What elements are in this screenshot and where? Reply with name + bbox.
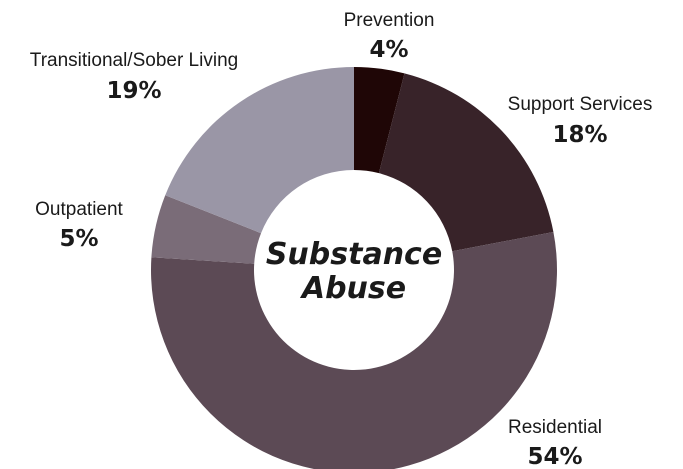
slice-label: Transitional/Sober Living xyxy=(30,50,238,71)
slice-label: Prevention xyxy=(344,10,435,31)
slice-label: Residential xyxy=(508,417,602,438)
slice-prevention xyxy=(354,67,405,174)
slice-outpatient xyxy=(151,195,262,264)
slice-value-label: 4% xyxy=(369,37,408,63)
center-label-line-1: Substance xyxy=(266,237,442,272)
slice-value-label: 18% xyxy=(552,122,607,148)
slice-support-services xyxy=(378,73,554,252)
labels-group: Prevention 4% Support Services 18% Residenti… xyxy=(30,10,653,469)
slices-group xyxy=(151,67,557,469)
slice-transitional-sober-living xyxy=(165,67,354,234)
slice-value-label: 19% xyxy=(106,78,161,104)
slice-value-label: 5% xyxy=(59,226,98,252)
slice-value-label: 54% xyxy=(527,444,582,469)
slice-label: Support Services xyxy=(508,94,653,115)
slice-label: Outpatient xyxy=(35,199,123,220)
slice-residential xyxy=(151,231,557,469)
center-label-line-2: Abuse xyxy=(300,271,406,306)
